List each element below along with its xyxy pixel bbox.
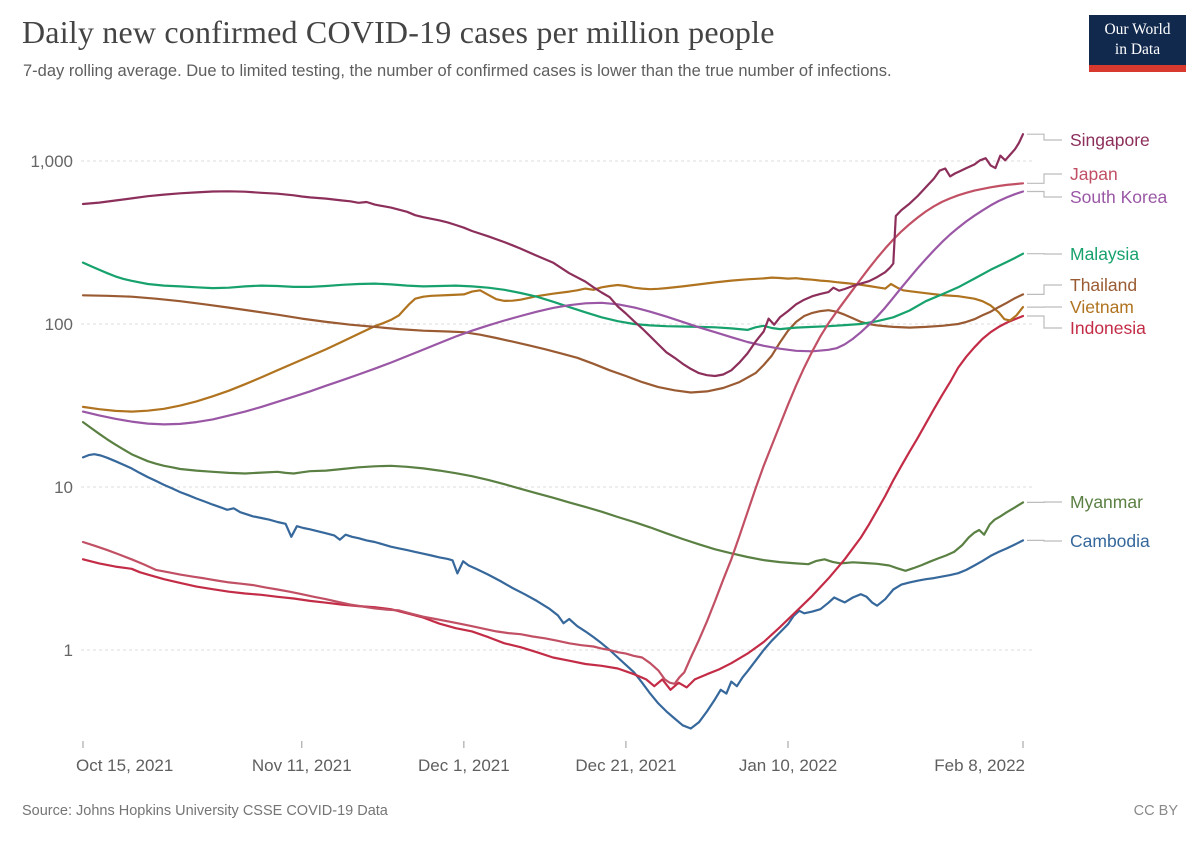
legend-label-indonesia[interactable]: Indonesia <box>1070 318 1146 338</box>
owid-logo-line2: in Data <box>1114 41 1161 58</box>
series-line-south-korea <box>81 190 1025 426</box>
legend-label-singapore[interactable]: Singapore <box>1070 130 1150 150</box>
legend-label-vietnam[interactable]: Vietnam <box>1070 297 1134 317</box>
series-line-vietnam <box>81 276 1025 413</box>
legend-connector-indonesia <box>1027 315 1062 329</box>
legend-connector-japan <box>1027 173 1062 184</box>
x-axis-tick-label: Jan 10, 2022 <box>739 756 837 775</box>
x-axis-tick-label: Dec 21, 2021 <box>575 756 676 775</box>
legend-connector-cambodia <box>1027 539 1062 542</box>
x-axis-tick-label: Nov 11, 2021 <box>252 756 352 775</box>
legend-connector-thailand <box>1027 284 1062 295</box>
series-line-cambodia <box>81 453 1025 730</box>
series-line-singapore <box>81 133 1025 378</box>
series-line-malaysia <box>81 252 1025 331</box>
x-axis-tick-label: Feb 8, 2022 <box>934 756 1025 775</box>
legend-label-myanmar[interactable]: Myanmar <box>1070 492 1143 512</box>
y-axis-tick-label: 10 <box>54 478 73 497</box>
x-axis-tick-label: Oct 15, 2021 <box>76 756 173 775</box>
series-line-thailand <box>81 293 1025 394</box>
owid-logo[interactable]: Our World in Data <box>1089 15 1186 72</box>
series-line-myanmar <box>81 421 1025 572</box>
series-line-indonesia <box>81 314 1025 691</box>
legend-label-thailand[interactable]: Thailand <box>1070 275 1138 295</box>
y-axis-tick-label: 1 <box>64 641 73 660</box>
legend-label-cambodia[interactable]: Cambodia <box>1070 531 1150 551</box>
legend-label-south-korea[interactable]: South Korea <box>1070 187 1168 207</box>
chart-subtitle: 7-day rolling average. Due to limited te… <box>23 62 892 80</box>
x-axis-tick-label: Dec 1, 2021 <box>418 756 510 775</box>
legend-label-malaysia[interactable]: Malaysia <box>1070 244 1140 264</box>
legend-label-japan[interactable]: Japan <box>1070 164 1118 184</box>
series-line-japan <box>81 182 1025 685</box>
page-title: Daily new confirmed COVID-19 cases per m… <box>22 14 775 50</box>
legend-connector-singapore <box>1027 133 1062 141</box>
y-axis-tick-label: 100 <box>45 315 73 334</box>
y-axis-tick-label: 1,000 <box>30 152 73 171</box>
license-link[interactable]: CC BY <box>1133 803 1178 819</box>
legend-connector-south-korea <box>1027 190 1062 198</box>
source-note: Source: Johns Hopkins University CSSE CO… <box>22 803 388 819</box>
owid-logo-line1: Our World <box>1104 20 1171 38</box>
